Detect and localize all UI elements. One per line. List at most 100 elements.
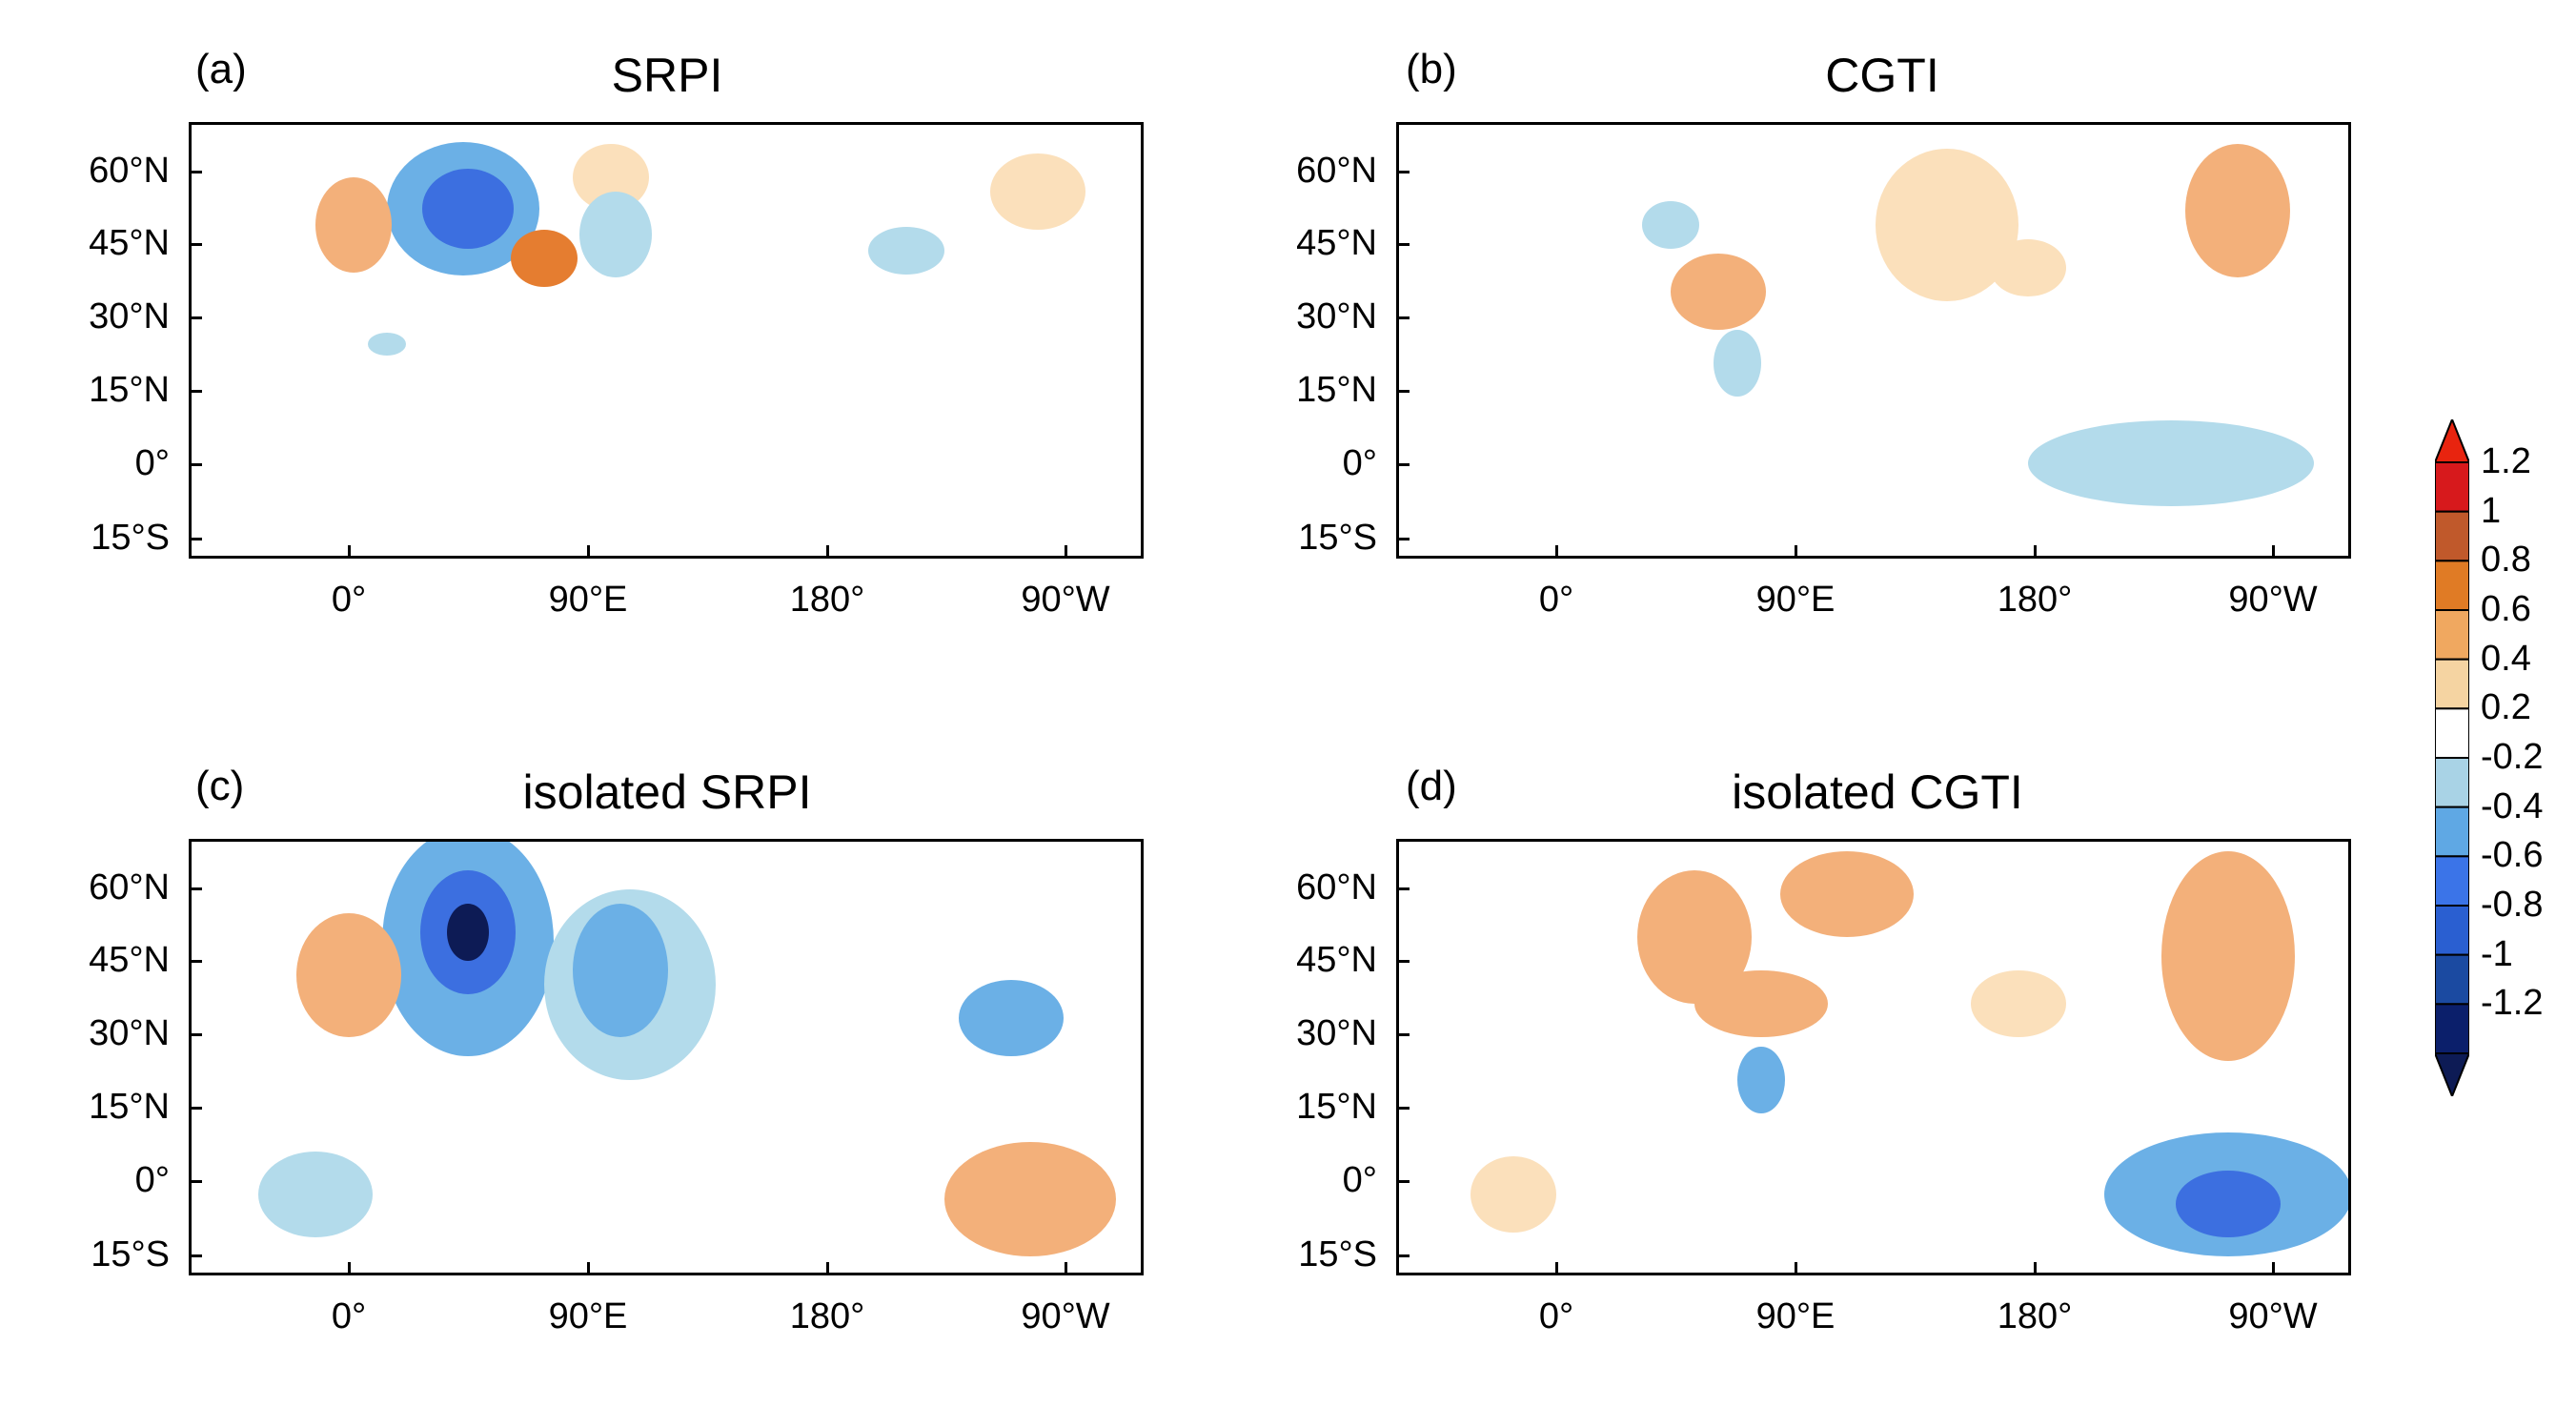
panel-title: isolated CGTI: [1732, 765, 2023, 819]
anomaly-blob: [1714, 330, 1761, 397]
lon-tick-label: 90°E: [548, 1296, 628, 1336]
colorbar-swatch: [2434, 953, 2470, 1006]
lon-tick: [2272, 545, 2275, 559]
lon-tick: [587, 545, 590, 559]
anomaly-blob: [868, 227, 944, 275]
lat-tick: [189, 1180, 202, 1183]
lat-tick-label: 45°N: [89, 223, 170, 263]
lat-tick: [1396, 390, 1410, 393]
anomaly-blob: [1671, 254, 1766, 330]
colorbar-swatch: [2434, 757, 2470, 808]
map-d-canvas: [1471, 851, 2348, 1256]
lon-tick: [1795, 545, 1797, 559]
lat-tick-label: 60°N: [1296, 867, 1377, 907]
lat-tick-label: 30°N: [89, 296, 170, 336]
colorbar-tick-label: 0.6: [2481, 589, 2531, 629]
lat-tick: [1396, 463, 1410, 466]
colorbar-tick-label: -0.2: [2481, 737, 2544, 777]
map-a-canvas: [315, 142, 1085, 356]
lon-tick-label: 0°: [1538, 1296, 1574, 1336]
lat-tick: [189, 463, 202, 466]
lon-tick-label: 0°: [331, 1296, 367, 1336]
lat-tick: [1396, 887, 1410, 890]
lat-tick-label: 15°N: [89, 1087, 170, 1127]
lat-tick-label: 45°N: [1296, 940, 1377, 980]
anomaly-blob: [1471, 1156, 1556, 1233]
anomaly-blob: [990, 153, 1085, 230]
lon-tick-label: 180°: [1997, 580, 2073, 620]
lat-tick-label: 60°N: [89, 867, 170, 907]
lat-tick-label: 15°N: [89, 370, 170, 410]
colorbar-tick-label: -0.8: [2481, 885, 2544, 925]
anomaly-blob: [315, 177, 392, 273]
lon-tick: [2272, 1262, 2275, 1275]
lat-tick: [189, 390, 202, 393]
anomaly-blob: [1637, 870, 1752, 1004]
panel-letter: (b): [1406, 46, 1457, 92]
lat-tick: [1396, 1033, 1410, 1036]
colorbar-swatch: [2434, 855, 2470, 907]
lon-tick-label: 0°: [331, 580, 367, 620]
map-b-canvas: [1642, 144, 2314, 506]
lon-tick-label: 90°E: [1755, 580, 1836, 620]
anomaly-blob: [1876, 149, 2018, 301]
colorbar-swatch: [2434, 805, 2470, 858]
colorbar-tick-label: -1.2: [2481, 983, 2544, 1024]
colorbar-bottom-arrow: [2433, 1052, 2471, 1099]
anomaly-blob: [2176, 1171, 2281, 1237]
lat-tick: [1396, 316, 1410, 319]
lat-tick: [189, 538, 202, 540]
panel-title: isolated SRPI: [522, 765, 812, 819]
lat-tick: [1396, 1107, 1410, 1110]
anomaly-blob: [368, 333, 406, 356]
anomaly-blob: [1642, 201, 1699, 249]
lon-tick: [348, 545, 351, 559]
anomaly-blob: [1971, 970, 2066, 1037]
colorbar-swatch: [2434, 461, 2470, 513]
anomaly-blob: [1694, 970, 1828, 1037]
lat-tick-label: 15°S: [1298, 518, 1377, 558]
colorbar-swatch: [2434, 707, 2470, 760]
anomaly-blob: [944, 1142, 1116, 1256]
lon-tick-label: 180°: [789, 580, 865, 620]
lat-tick-label: 45°N: [89, 940, 170, 980]
lat-tick: [1396, 1180, 1410, 1183]
colorbar-top-arrow: [2433, 417, 2471, 463]
lon-tick-label: 180°: [1997, 1296, 2073, 1336]
lat-tick-label: 15°S: [91, 518, 170, 558]
lat-tick-label: 30°N: [1296, 296, 1377, 336]
lat-tick-label: 45°N: [1296, 223, 1377, 263]
lat-tick-label: 0°: [134, 1160, 170, 1200]
map-c: [189, 839, 1144, 1275]
lat-tick: [1396, 960, 1410, 963]
lat-tick-label: 30°N: [1296, 1013, 1377, 1053]
anomaly-blob: [2185, 144, 2290, 277]
lon-tick: [1795, 1262, 1797, 1275]
colorbar-tick-label: -1: [2481, 933, 2513, 974]
colorbar-swatch: [2434, 1003, 2470, 1054]
map-a: [189, 122, 1144, 559]
lon-tick-label: 90°W: [2228, 1296, 2318, 1336]
lon-tick: [348, 1262, 351, 1275]
colorbar-swatch: [2434, 905, 2470, 956]
lat-tick: [189, 1254, 202, 1257]
lon-tick-label: 90°W: [2228, 580, 2318, 620]
lat-tick-label: 60°N: [89, 151, 170, 191]
anomaly-blob: [422, 169, 514, 249]
lat-tick-label: 0°: [1342, 443, 1377, 483]
colorbar-tick-label: -0.6: [2481, 835, 2544, 876]
lon-tick: [826, 545, 829, 559]
lat-tick: [189, 1107, 202, 1110]
lon-tick: [826, 1262, 829, 1275]
colorbar-swatch: [2434, 658, 2470, 710]
lon-tick-label: 0°: [1538, 580, 1574, 620]
lat-tick: [1396, 243, 1410, 246]
map-c-canvas: [258, 842, 1116, 1256]
map-b: [1396, 122, 2351, 559]
anomaly-blob: [1990, 239, 2066, 296]
anomaly-blob: [573, 904, 668, 1037]
lat-tick: [189, 960, 202, 963]
colorbar-swatch: [2434, 609, 2470, 661]
lon-tick: [1555, 545, 1558, 559]
panel-letter: (c): [195, 763, 245, 809]
